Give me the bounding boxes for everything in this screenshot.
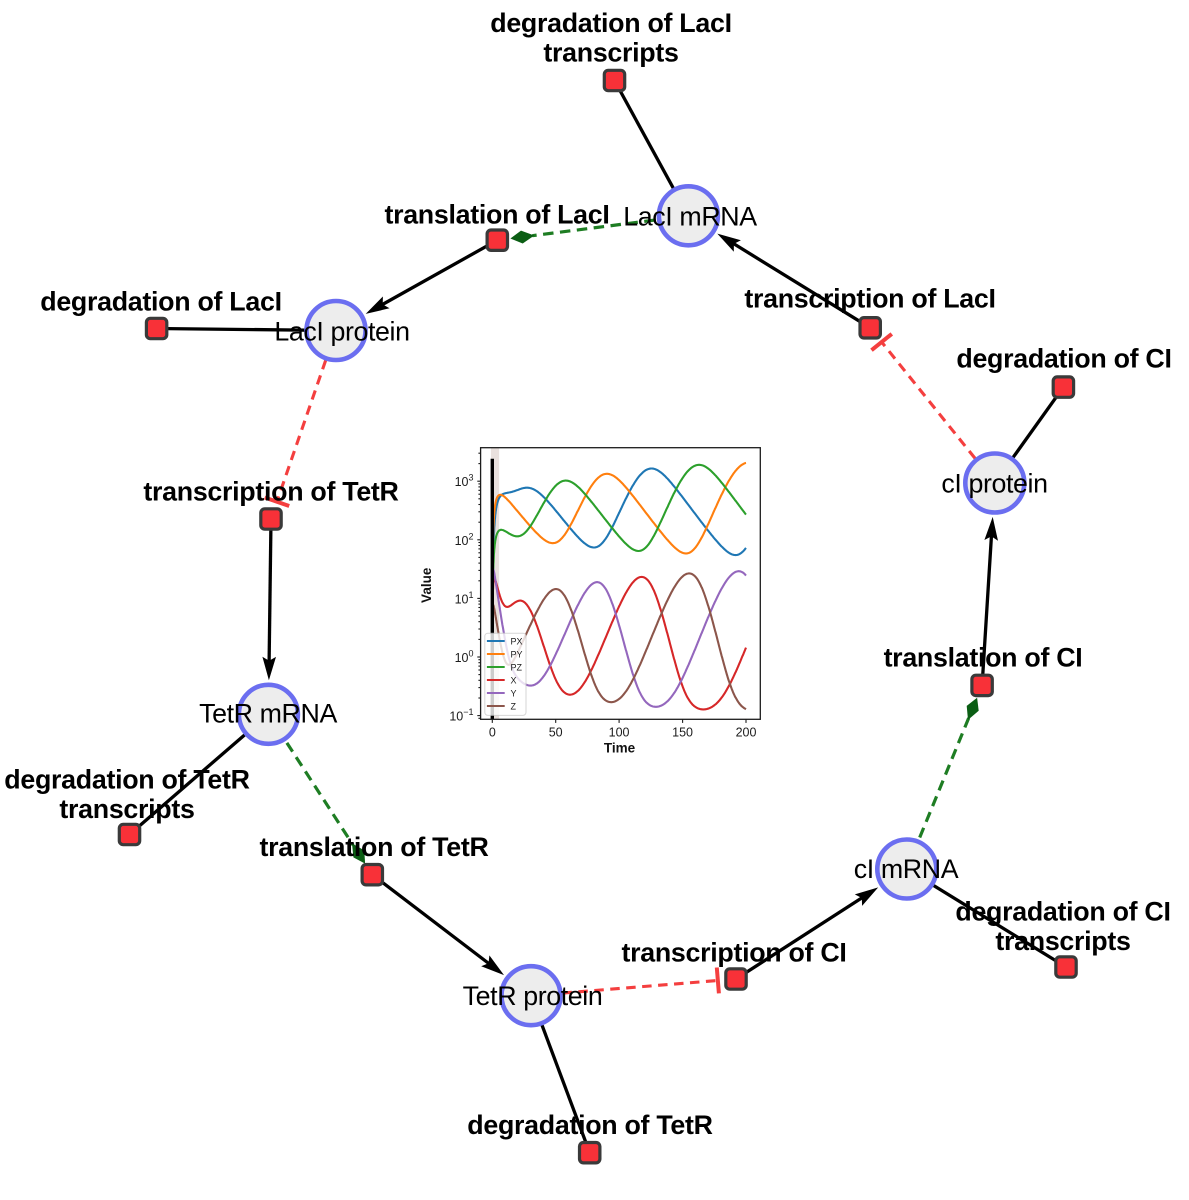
svg-text:102: 102 bbox=[455, 531, 474, 548]
svg-text:100: 100 bbox=[455, 649, 474, 666]
svg-text:transcripts: transcripts bbox=[59, 794, 194, 824]
svg-text:PZ: PZ bbox=[511, 662, 523, 672]
svg-text:Y: Y bbox=[511, 688, 517, 698]
svg-text:degradation of CI: degradation of CI bbox=[955, 897, 1170, 927]
svg-text:TetR mRNA: TetR mRNA bbox=[199, 699, 337, 729]
svg-text:101: 101 bbox=[455, 590, 474, 607]
svg-text:10−1: 10−1 bbox=[449, 707, 473, 724]
svg-text:Value: Value bbox=[419, 567, 434, 603]
svg-text:LacI mRNA: LacI mRNA bbox=[623, 202, 757, 232]
svg-text:200: 200 bbox=[736, 726, 757, 740]
svg-text:translation of TetR: translation of TetR bbox=[259, 832, 488, 862]
svg-text:transcripts: transcripts bbox=[995, 926, 1130, 956]
svg-text:Z: Z bbox=[511, 701, 517, 711]
svg-text:cI protein: cI protein bbox=[941, 469, 1047, 499]
svg-text:transcription of LacI: transcription of LacI bbox=[744, 284, 995, 314]
svg-text:LacI protein: LacI protein bbox=[274, 317, 409, 347]
svg-text:PX: PX bbox=[511, 636, 523, 646]
svg-text:X: X bbox=[511, 675, 517, 685]
svg-text:degradation of TetR: degradation of TetR bbox=[467, 1110, 712, 1140]
svg-text:TetR protein: TetR protein bbox=[463, 981, 603, 1011]
svg-text:PY: PY bbox=[511, 649, 523, 659]
svg-text:Time: Time bbox=[604, 741, 636, 756]
svg-text:transcription of CI: transcription of CI bbox=[621, 938, 846, 968]
svg-text:100: 100 bbox=[609, 726, 630, 740]
svg-text:translation of CI: translation of CI bbox=[884, 643, 1083, 673]
svg-text:cI mRNA: cI mRNA bbox=[854, 854, 959, 884]
svg-text:transcripts: transcripts bbox=[543, 38, 678, 68]
svg-text:103: 103 bbox=[455, 473, 474, 490]
svg-text:transcription of TetR: transcription of TetR bbox=[143, 477, 398, 507]
svg-text:degradation of TetR: degradation of TetR bbox=[4, 765, 249, 795]
svg-text:50: 50 bbox=[549, 726, 563, 740]
svg-text:degradation of LacI: degradation of LacI bbox=[40, 287, 281, 317]
svg-text:0: 0 bbox=[489, 726, 496, 740]
svg-text:degradation of CI: degradation of CI bbox=[956, 344, 1171, 374]
svg-text:150: 150 bbox=[672, 726, 693, 740]
svg-text:degradation of LacI: degradation of LacI bbox=[490, 8, 731, 38]
svg-text:translation of LacI: translation of LacI bbox=[384, 200, 609, 230]
